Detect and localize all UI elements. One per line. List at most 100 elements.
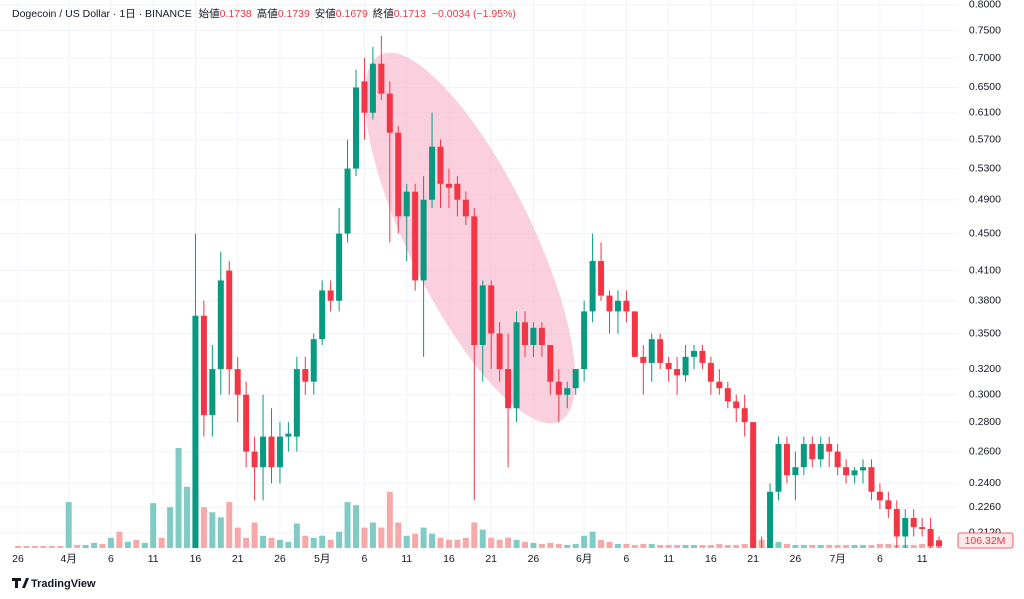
volume-bar xyxy=(336,531,343,548)
candle-body xyxy=(496,333,503,370)
volume-bar xyxy=(792,544,799,548)
candle-body xyxy=(378,63,385,94)
high-label: 高値 xyxy=(257,7,278,20)
y-tick-label: 0.2600 xyxy=(969,445,1001,457)
candle-body xyxy=(403,191,410,217)
candle-body xyxy=(538,327,545,345)
candle-body xyxy=(868,467,875,492)
volume-bar xyxy=(876,543,883,548)
volume-bar xyxy=(631,544,638,548)
volume-bar xyxy=(665,544,672,548)
x-tick-label: 4月 xyxy=(61,553,77,565)
candle-body xyxy=(902,517,909,537)
volume-bar xyxy=(606,541,613,548)
volume-bar xyxy=(378,527,385,548)
candle-body xyxy=(251,451,258,468)
x-tick-label: 11 xyxy=(148,553,159,565)
volume-bar xyxy=(200,507,207,548)
y-tick-label: 0.7500 xyxy=(969,24,1001,36)
candle-body xyxy=(513,322,520,409)
volume-bar xyxy=(344,502,351,548)
candle-body xyxy=(192,315,199,548)
volume-bar xyxy=(327,539,334,548)
candle-body xyxy=(699,350,706,363)
logo: TradingView xyxy=(12,578,96,590)
volume-bar xyxy=(217,517,224,548)
volume-bar xyxy=(547,542,554,548)
volume-bar xyxy=(505,537,512,548)
candle-body xyxy=(716,381,723,389)
volume-bar xyxy=(674,544,681,548)
candle-body xyxy=(826,444,833,452)
axes: 0.8000 0.7500 0.7000 0.6500 0.6100 0.5700 0.53… xyxy=(12,0,1001,565)
volume-bar xyxy=(386,491,393,548)
candle-body xyxy=(488,285,495,334)
candle-body xyxy=(530,327,537,345)
candle-body xyxy=(843,467,850,476)
candle-body xyxy=(200,315,207,416)
candle-body xyxy=(724,388,731,402)
volume-bar xyxy=(57,545,64,548)
volume-bar xyxy=(699,544,706,548)
candle-body xyxy=(293,369,300,437)
volume-bar xyxy=(648,543,655,548)
volume-bar xyxy=(691,544,697,548)
candle-body xyxy=(420,199,427,281)
volume-bar xyxy=(479,529,486,548)
volume-bar xyxy=(623,543,630,548)
candle-body xyxy=(327,290,334,301)
volume-bar xyxy=(429,533,436,548)
candle-body xyxy=(631,311,638,357)
candle-body xyxy=(437,146,444,184)
candle-body xyxy=(640,356,647,363)
candle-body xyxy=(614,300,621,312)
candle-body xyxy=(783,444,790,476)
volume-bar xyxy=(260,535,267,548)
y-tick-label: 0.4900 xyxy=(969,194,1001,206)
volume-bar xyxy=(40,545,47,548)
candle-body xyxy=(691,350,697,357)
volume-bar xyxy=(48,545,55,548)
volume-bar xyxy=(395,522,402,548)
x-tick-label: 7月 xyxy=(829,553,845,565)
volume-bar xyxy=(868,544,875,548)
candle-body xyxy=(429,146,436,200)
candle-body xyxy=(234,369,241,395)
candle-body xyxy=(209,369,216,416)
volume-bar xyxy=(74,544,81,548)
y-tick-label: 0.5300 xyxy=(969,162,1001,174)
candle-body xyxy=(260,436,267,468)
volume-bar xyxy=(741,543,748,548)
x-tick-label: 11 xyxy=(401,553,412,565)
candle-body xyxy=(759,556,765,576)
low-value: 0.1679 xyxy=(336,8,368,20)
x-tick-label: 6 xyxy=(362,553,368,565)
change: −0.0034 (−1.95%) xyxy=(432,8,516,20)
volume-bar xyxy=(107,537,114,548)
volume-bar xyxy=(724,544,731,548)
x-tick-label: 21 xyxy=(232,553,244,565)
volume-bar xyxy=(141,542,148,548)
candle-body xyxy=(733,401,740,409)
y-tick-label: 0.6100 xyxy=(969,106,1001,118)
volume-bar xyxy=(564,544,571,548)
volume-bar xyxy=(175,448,182,548)
candle-body xyxy=(310,339,317,382)
candle-body xyxy=(217,280,224,370)
volume-bar xyxy=(826,544,833,548)
candle-body xyxy=(522,322,528,345)
volume-bar xyxy=(310,537,317,548)
volume-bar xyxy=(851,544,858,548)
volume-bar xyxy=(716,543,723,548)
candle-body xyxy=(353,87,359,169)
volume-bar xyxy=(184,486,190,548)
candle-body xyxy=(336,233,343,301)
volume-bar xyxy=(682,544,689,548)
volume-bar xyxy=(488,537,495,548)
volume-bar xyxy=(775,541,782,548)
candle-body xyxy=(851,470,858,476)
x-tick-label: 5月 xyxy=(314,553,330,565)
candle-body xyxy=(395,132,402,217)
x-tick-label: 16 xyxy=(443,553,455,565)
x-tick-label: 11 xyxy=(663,553,674,565)
